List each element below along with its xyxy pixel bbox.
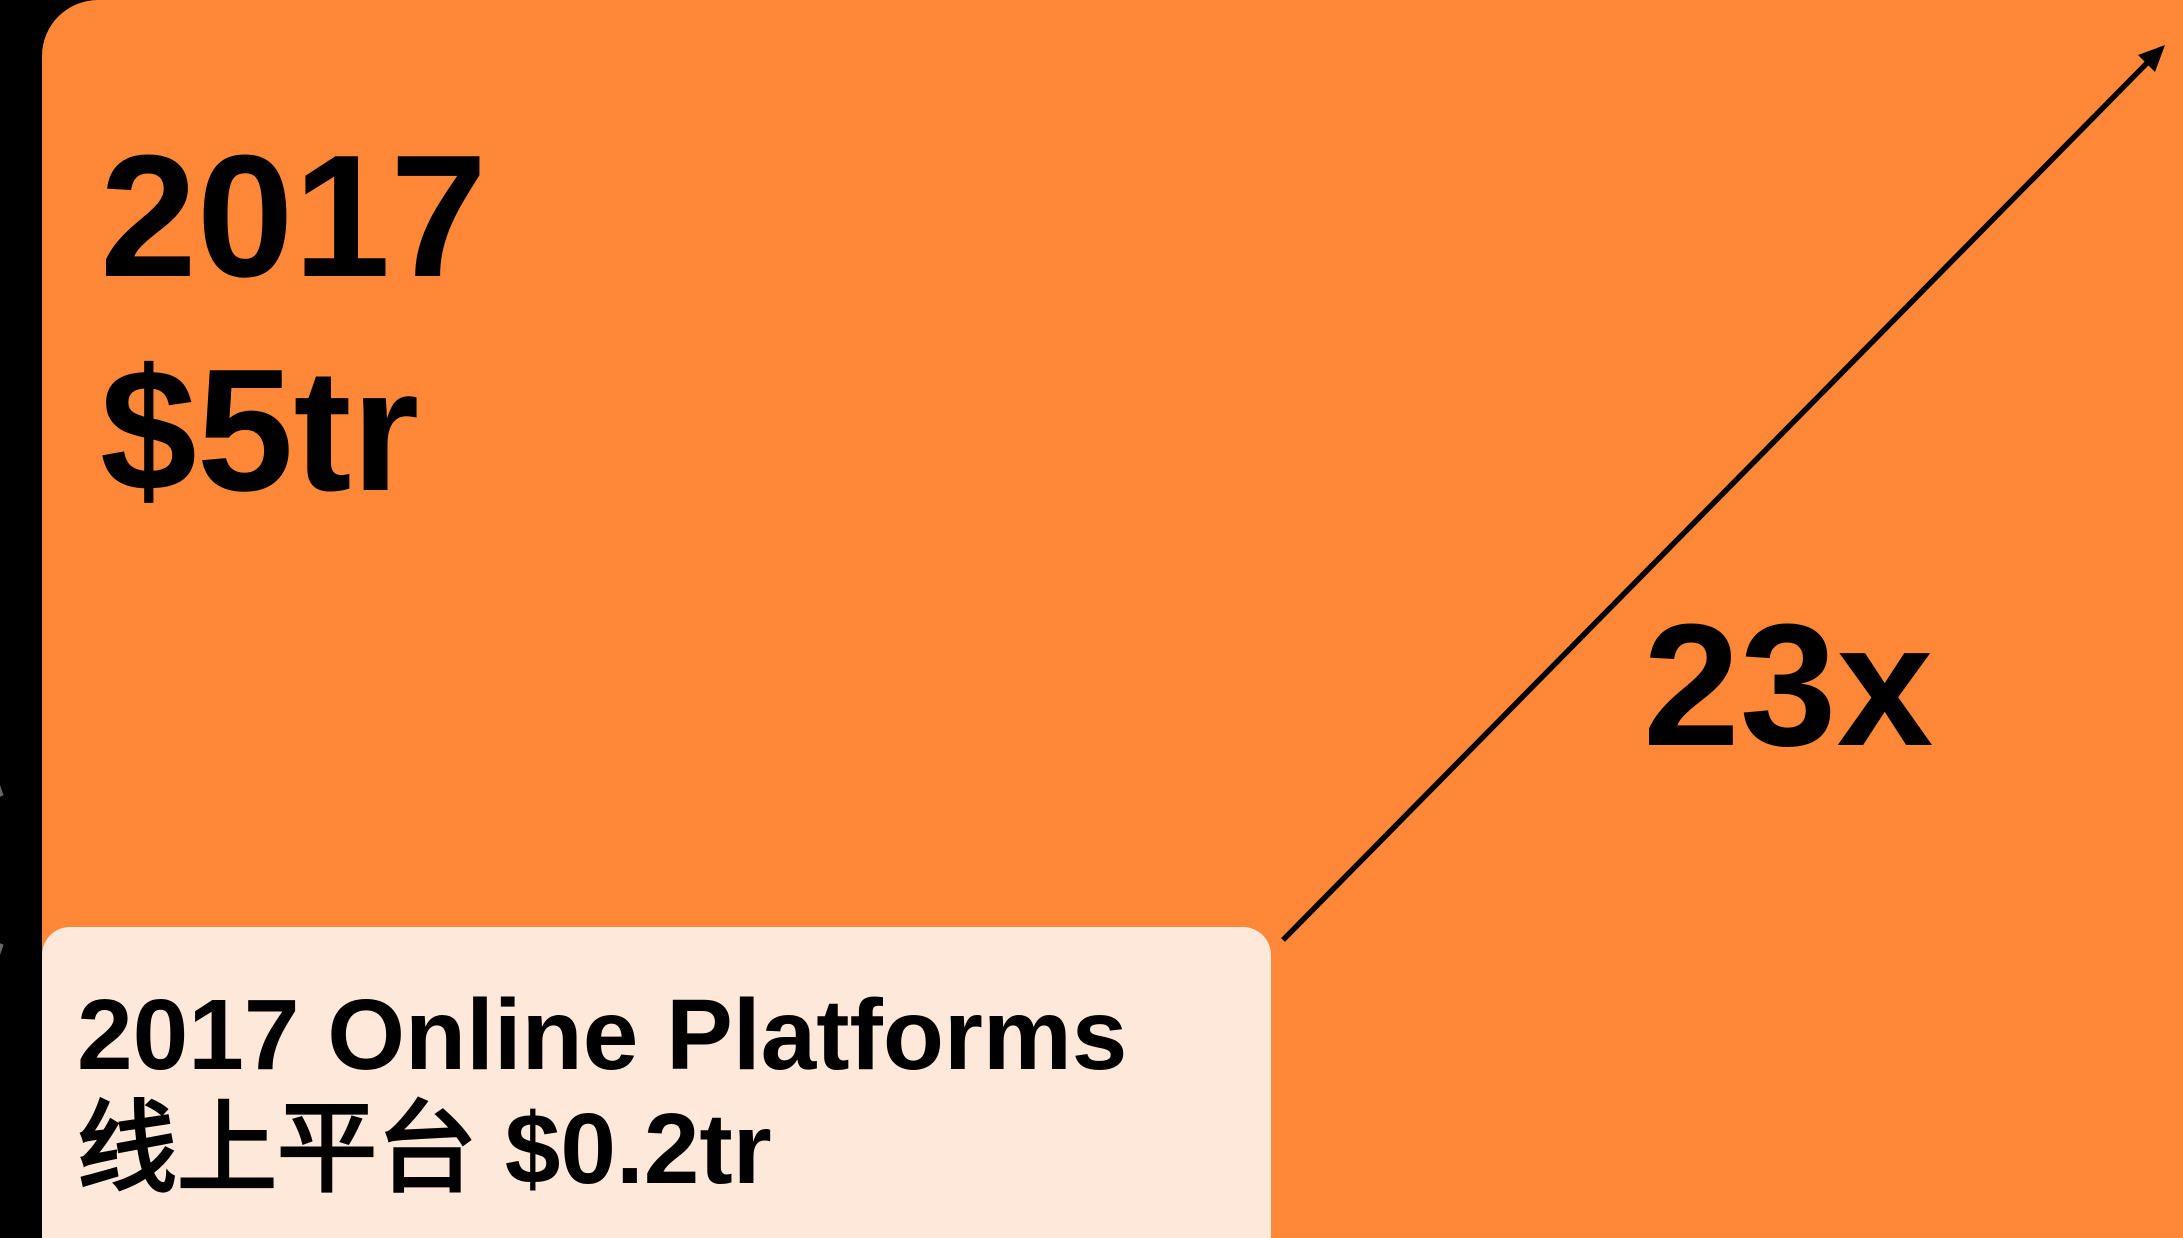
callout-subtitle: 线上平台 $0.2tr <box>77 1093 772 1205</box>
growth-arrow-head <box>2138 45 2165 72</box>
growth-arrow-line <box>1281 58 2152 942</box>
headline-year: 2017 <box>100 118 487 313</box>
headline-amount: $5tr <box>100 332 419 527</box>
callout-title: 2017 Online Platforms <box>77 979 1127 1091</box>
callout-box <box>42 927 1271 1238</box>
multiplier: 23x <box>1643 587 1933 782</box>
